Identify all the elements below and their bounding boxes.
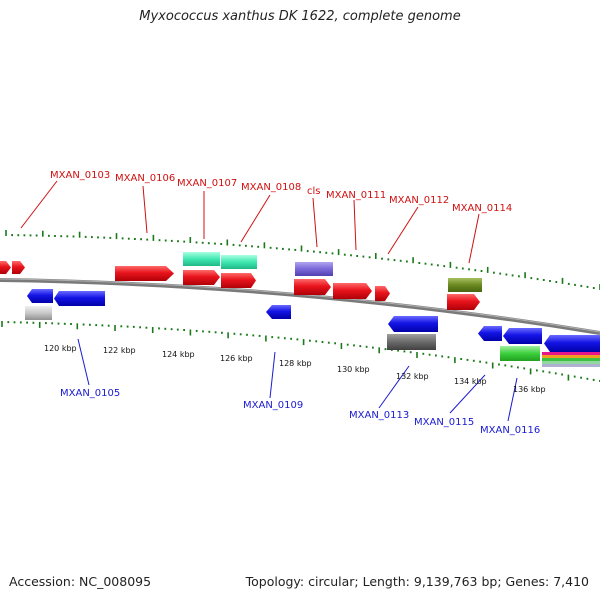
scale-label: 122 kbp xyxy=(103,346,136,355)
scale-label: 130 kbp xyxy=(337,365,370,374)
gene-arrow[interactable] xyxy=(544,335,600,352)
gene-label[interactable]: MXAN_0109 xyxy=(243,400,303,411)
feature-box-teal[interactable] xyxy=(183,252,220,266)
scale-labels: 120 kbp 122 kbp 124 kbp 126 kbp 128 kbp … xyxy=(44,344,546,394)
leader-line xyxy=(387,206,419,255)
gene-label[interactable]: MXAN_0103 xyxy=(50,170,110,181)
leader-line xyxy=(507,377,518,422)
scale-label: 124 kbp xyxy=(162,350,195,359)
gene-arrow[interactable] xyxy=(115,266,174,281)
gene-arrow[interactable] xyxy=(503,328,542,344)
gene-arrow[interactable] xyxy=(27,289,53,303)
leader-line xyxy=(142,185,148,234)
feature-box-purple[interactable] xyxy=(295,262,333,276)
gene-label[interactable]: MXAN_0116 xyxy=(480,425,540,436)
genome-summary-text: Topology: circular; Length: 9,139,763 bp… xyxy=(245,574,589,589)
gene-label[interactable]: MXAN_0105 xyxy=(60,388,120,399)
upper-scale-ticks xyxy=(5,230,600,290)
leader-line xyxy=(468,213,480,264)
scale-label: 128 kbp xyxy=(279,359,312,368)
gene-arrow[interactable] xyxy=(221,273,256,288)
reverse-gene-labels: MXAN_0105 MXAN_0109 MXAN_0113 MXAN_0115 … xyxy=(60,338,540,436)
feature-box-teal[interactable] xyxy=(221,255,257,269)
multicolor-feature-stack[interactable] xyxy=(542,352,600,367)
lower-scale-ticks xyxy=(1,321,600,382)
scale-label: 126 kbp xyxy=(220,354,253,363)
leader-line xyxy=(269,351,276,399)
scale-label: 134 kbp xyxy=(454,377,487,386)
feature-box-green[interactable] xyxy=(500,346,540,361)
scale-label: 132 kbp xyxy=(396,372,429,381)
gene-arrow[interactable] xyxy=(388,316,438,332)
gene-arrow[interactable] xyxy=(478,326,502,341)
gene-label[interactable]: MXAN_0112 xyxy=(389,195,449,206)
accession-text: Accession: NC_008095 xyxy=(9,574,152,589)
gene-arrow[interactable] xyxy=(375,286,390,301)
scale-label: 136 kbp xyxy=(513,385,546,394)
leader-line xyxy=(77,338,90,386)
gene-label[interactable]: MXAN_0111 xyxy=(326,190,386,201)
feature-box-olive[interactable] xyxy=(448,278,482,292)
gene-arrow[interactable] xyxy=(266,305,291,319)
gene-arrow[interactable] xyxy=(12,261,25,274)
gene-arrow[interactable] xyxy=(294,279,331,295)
reverse-features xyxy=(25,289,600,367)
leader-line xyxy=(449,374,486,414)
forward-features xyxy=(0,252,482,310)
leader-line xyxy=(312,197,318,248)
leader-line xyxy=(378,365,410,409)
gene-arrow[interactable] xyxy=(447,294,480,310)
gene-label[interactable]: MXAN_0108 xyxy=(241,182,301,193)
gene-arrow[interactable] xyxy=(333,283,372,299)
gene-arrow[interactable] xyxy=(0,261,11,274)
feature-box-dark-gray[interactable] xyxy=(387,334,436,350)
gene-label[interactable]: MXAN_0114 xyxy=(452,203,512,214)
gene-label[interactable]: MXAN_0106 xyxy=(115,173,175,184)
gene-arrow[interactable] xyxy=(54,291,105,306)
leader-line xyxy=(240,194,271,243)
gene-arrow[interactable] xyxy=(183,270,220,285)
leader-line xyxy=(20,180,58,229)
feature-box-light-gray[interactable] xyxy=(25,306,52,320)
map-title: Myxococcus xanthus DK 1622, complete gen… xyxy=(139,9,461,24)
gene-label[interactable]: MXAN_0107 xyxy=(177,178,237,189)
leader-line xyxy=(353,199,357,251)
gene-label[interactable]: MXAN_0115 xyxy=(414,417,474,428)
gene-label[interactable]: MXAN_0113 xyxy=(349,410,409,421)
forward-gene-labels: MXAN_0103 MXAN_0106 MXAN_0107 MXAN_0108 … xyxy=(20,170,512,264)
genome-backbone xyxy=(0,278,600,335)
gene-label[interactable]: cls xyxy=(307,186,321,197)
scale-label: 120 kbp xyxy=(44,344,77,353)
